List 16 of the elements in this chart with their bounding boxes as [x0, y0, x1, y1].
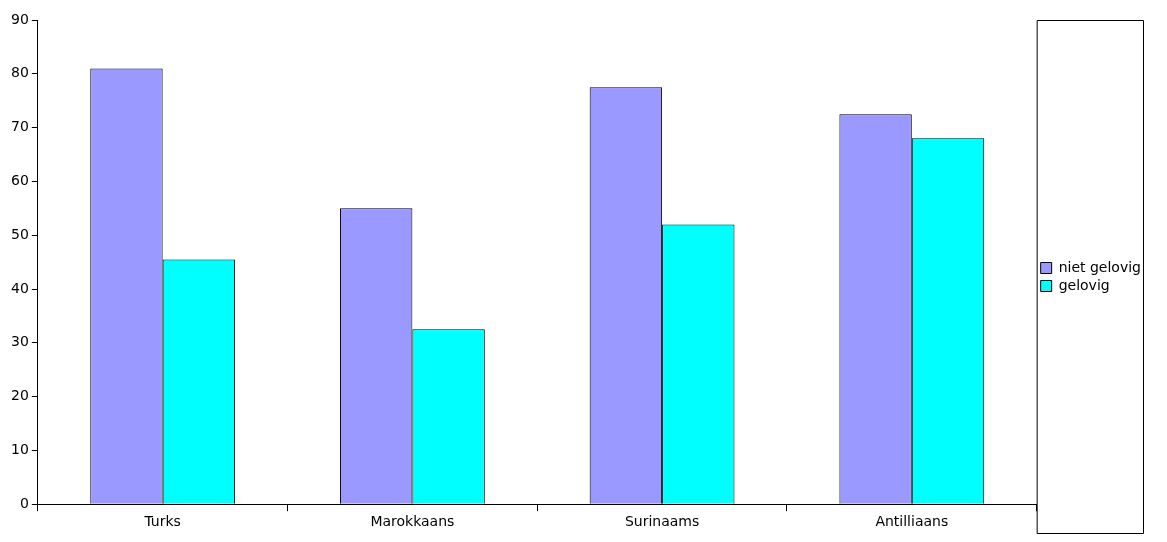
- y-tick-label: 50: [10, 225, 29, 242]
- y-tick-label: 30: [10, 333, 29, 350]
- x-tick-label: Antilliaans: [875, 513, 949, 530]
- y-tick-label: 80: [10, 64, 29, 81]
- y-tick-label: 90: [10, 10, 29, 27]
- y-tick-label: 10: [10, 441, 29, 458]
- legend-label: niet gelovig: [1058, 258, 1142, 275]
- x-tick-label: Surinaams: [624, 513, 700, 530]
- legend-label: gelovig: [1058, 276, 1110, 293]
- y-tick-label: 0: [19, 494, 29, 511]
- x-tick-label: Turks: [143, 513, 181, 530]
- y-tick-label: 70: [10, 118, 29, 135]
- y-tick-label: 60: [10, 172, 29, 189]
- y-tick-label: 20: [10, 387, 29, 404]
- y-tick-label: 40: [10, 279, 29, 296]
- x-tick-label: Marokkaans: [370, 513, 455, 530]
